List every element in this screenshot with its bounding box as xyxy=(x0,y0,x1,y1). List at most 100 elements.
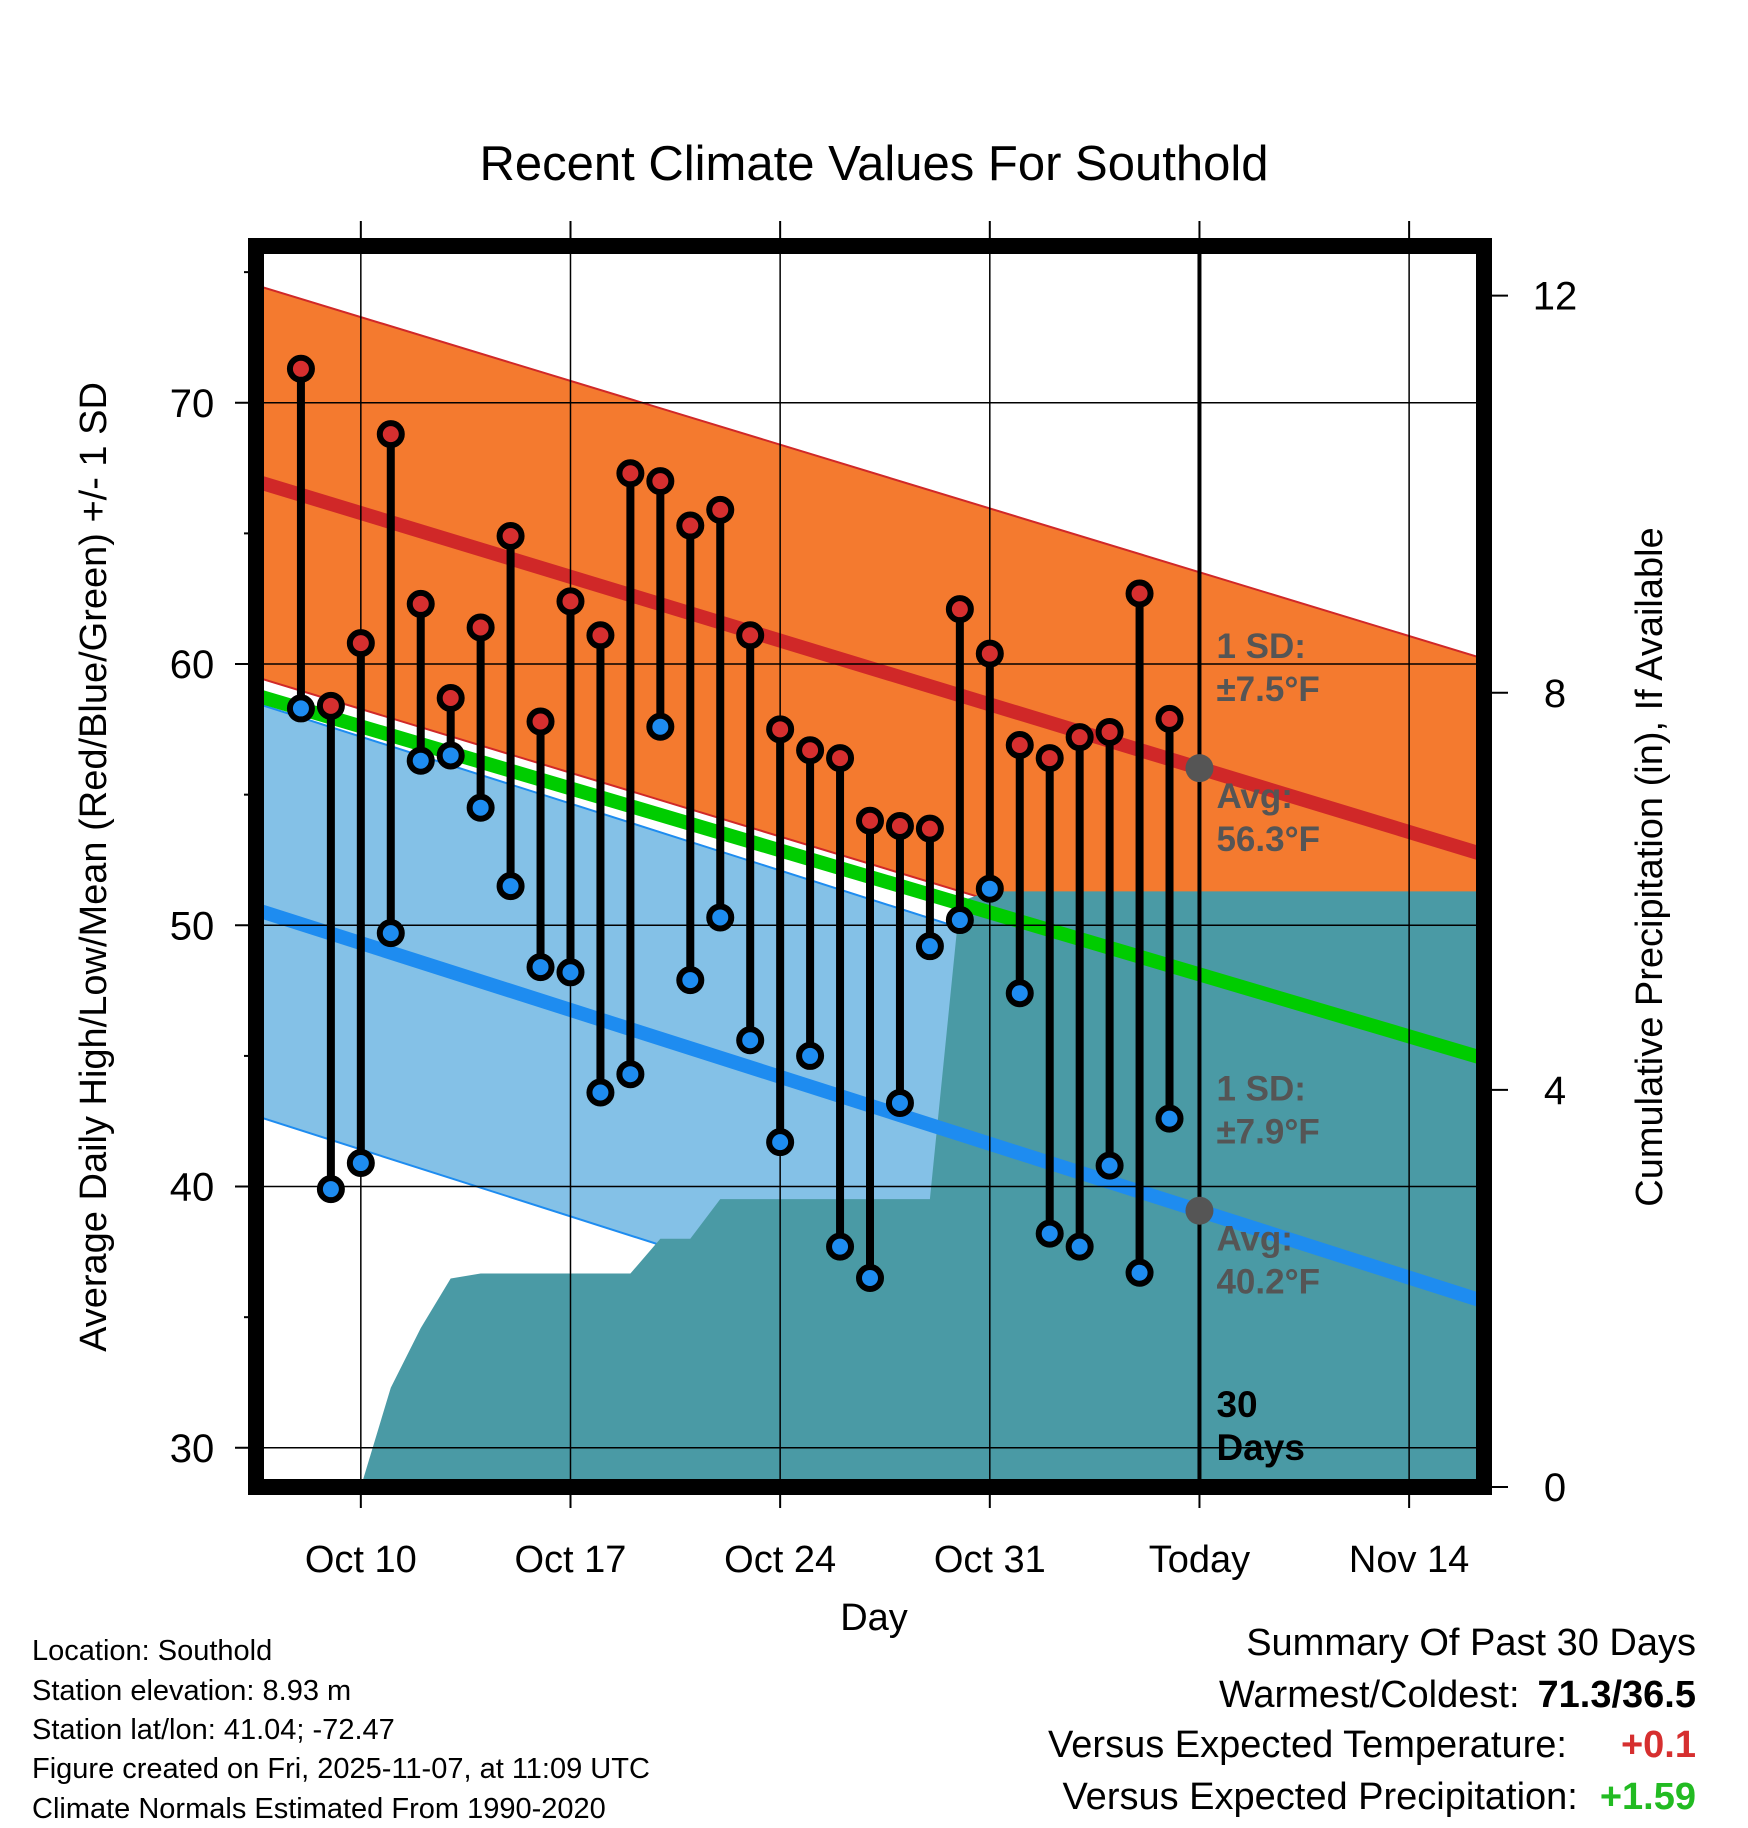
summary-heading: Summary Of Past 30 Days xyxy=(1246,1622,1696,1664)
daily-high-point xyxy=(885,812,914,841)
daily-high-point xyxy=(406,589,435,618)
daily-high-point xyxy=(586,621,615,650)
daily-high-point xyxy=(1095,717,1124,746)
daily-high-point xyxy=(736,621,765,650)
daily-high-point xyxy=(1005,731,1034,760)
daily-low-point xyxy=(1065,1232,1094,1261)
axes: 30 40 50 60 70 0 4 8 12 Oct 10 Oct 17 Oct 24 Oct 31 T… xyxy=(170,221,1577,1581)
low-sd-value: ±7.9°F xyxy=(1216,1113,1319,1152)
daily-low-point xyxy=(885,1088,914,1117)
daily-low-point xyxy=(496,872,525,901)
daily-low-point xyxy=(526,953,555,982)
precipitation-area xyxy=(360,891,1484,1487)
daily-high-point xyxy=(616,459,645,488)
y-tick-label: 40 xyxy=(170,1166,215,1210)
daily-high-point xyxy=(1035,744,1064,773)
low-sd-label: 1 SD: xyxy=(1216,1070,1305,1109)
high-avg-label: Avg: xyxy=(1216,777,1292,816)
daily-low-point xyxy=(376,919,405,948)
daily-low-point xyxy=(346,1149,375,1178)
daily-high-point xyxy=(496,522,525,551)
summary-temp: Versus Expected Temperature: +0.1 xyxy=(1048,1724,1696,1767)
daily-low-point xyxy=(945,906,974,935)
daily-high-point xyxy=(676,511,705,540)
y-axis-label: Average Daily High/Low/Mean (Red/Blue/Gr… xyxy=(73,382,115,1352)
daily-high-point xyxy=(376,420,405,449)
annotations: 1 SD: ±7.5°F Avg: 56.3°F 1 SD: ±7.9°F Avg: 40.2… xyxy=(1185,627,1320,1468)
daily-high-point xyxy=(466,613,495,642)
info-location: Location: Southold xyxy=(32,1635,273,1667)
daily-high-point xyxy=(766,715,795,744)
x-axis-label: Day xyxy=(840,1597,908,1639)
summary-temp-label: Versus Expected Temperature: xyxy=(1048,1724,1567,1766)
daily-low-point xyxy=(646,712,675,741)
summary-precip-value: +1.59 xyxy=(1599,1776,1696,1818)
daily-high-point xyxy=(646,467,675,496)
high-avg-value: 56.3°F xyxy=(1216,820,1320,859)
summary-warm-cold-label: Warmest/Coldest: xyxy=(1218,1674,1520,1716)
y-tick-label: 50 xyxy=(170,904,215,948)
days-count: 30 xyxy=(1216,1384,1257,1425)
chart-title: Recent Climate Values For Southold xyxy=(480,137,1269,191)
daily-low-point xyxy=(1035,1219,1064,1248)
summary-precip-label: Versus Expected Precipitation: xyxy=(1062,1776,1578,1818)
daily-low-point xyxy=(316,1175,345,1204)
daily-low-point xyxy=(975,874,1004,903)
y2-tick-label: 0 xyxy=(1544,1466,1566,1510)
y-tick-label: 70 xyxy=(170,382,215,426)
daily-low-point xyxy=(406,746,435,775)
daily-high-point xyxy=(706,495,735,524)
daily-low-point xyxy=(1005,979,1034,1008)
daily-low-point xyxy=(826,1232,855,1261)
daily-high-point xyxy=(316,691,345,720)
daily-temperature-markers xyxy=(286,354,1184,1292)
daily-low-point xyxy=(856,1263,884,1292)
x-tick-label: Oct 31 xyxy=(934,1539,1046,1581)
daily-low-point xyxy=(1155,1104,1184,1133)
daily-high-point xyxy=(856,806,884,835)
daily-low-point xyxy=(466,793,495,822)
x-tick-label: Today xyxy=(1149,1539,1250,1581)
y2-axis-label: Cumulative Precipitation (in), If Availa… xyxy=(1629,527,1671,1206)
x-tick-label: Oct 24 xyxy=(724,1539,836,1581)
daily-high-point xyxy=(286,354,315,383)
daily-low-point xyxy=(706,903,735,932)
high-normal-line xyxy=(256,474,1484,862)
daily-low-point xyxy=(676,966,705,995)
daily-high-point xyxy=(436,683,465,712)
low-avg-label: Avg: xyxy=(1216,1220,1292,1259)
daily-high-point xyxy=(346,629,375,658)
info-latlon: Station lat/lon: 41.04; -72.47 xyxy=(32,1714,395,1746)
daily-low-point xyxy=(586,1078,615,1107)
x-tick-label: Oct 17 xyxy=(515,1539,627,1581)
summary-precip: Versus Expected Precipitation: +1.59 xyxy=(1062,1776,1696,1819)
daily-high-point xyxy=(1125,579,1154,608)
daily-high-point xyxy=(556,587,585,616)
daily-high-point xyxy=(975,639,1004,668)
daily-high-point xyxy=(945,595,974,624)
high-sd-value: ±7.5°F xyxy=(1216,670,1319,709)
days-word: Days xyxy=(1216,1427,1304,1468)
high-sd-label: 1 SD: xyxy=(1216,627,1305,666)
daily-low-point xyxy=(286,694,315,723)
daily-low-point xyxy=(436,741,465,770)
daily-high-point xyxy=(526,707,555,736)
daily-low-point xyxy=(736,1026,765,1055)
daily-high-point xyxy=(796,736,825,765)
summary-temp-value: +0.1 xyxy=(1620,1724,1696,1766)
today-high-normal-marker xyxy=(1185,754,1214,783)
daily-low-point xyxy=(556,958,585,987)
low-avg-value: 40.2°F xyxy=(1216,1263,1320,1302)
y2-tick-label: 8 xyxy=(1544,672,1566,716)
y-tick-label: 30 xyxy=(170,1427,215,1471)
plot-frame xyxy=(248,238,1492,1495)
daily-low-point xyxy=(1125,1258,1154,1287)
daily-high-point xyxy=(915,814,944,843)
info-normals: Climate Normals Estimated From 1990-2020 xyxy=(32,1793,606,1825)
today-low-normal-marker xyxy=(1185,1196,1214,1225)
x-tick-label: Nov 14 xyxy=(1349,1539,1469,1581)
daily-high-point xyxy=(826,744,855,773)
daily-low-point xyxy=(796,1041,825,1070)
summary-warm-cold-value: 71.3/36.5 xyxy=(1537,1674,1696,1716)
info-elevation: Station elevation: 8.93 m xyxy=(32,1675,352,1707)
